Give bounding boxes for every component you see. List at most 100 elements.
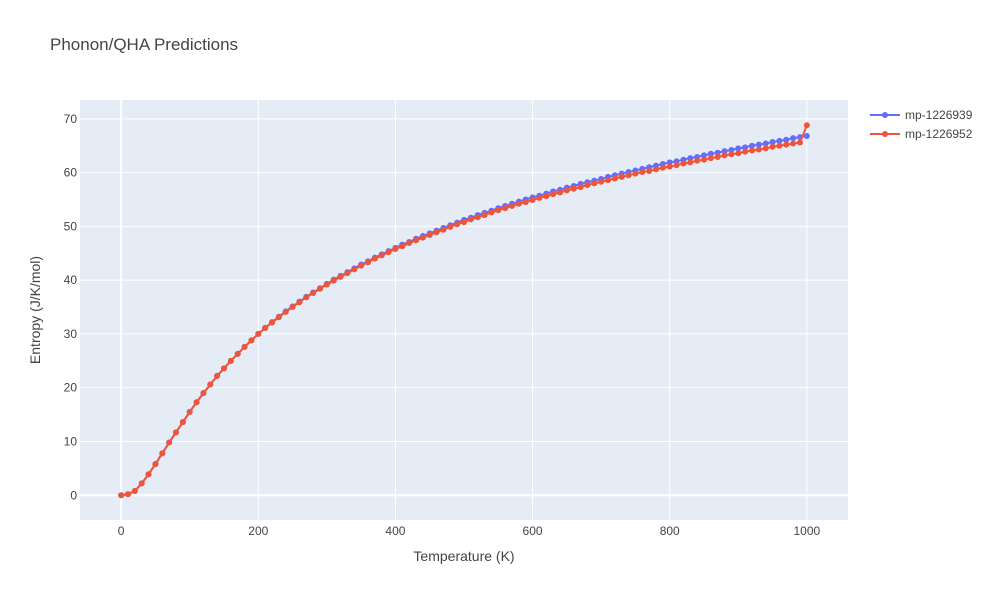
data-point xyxy=(701,156,707,163)
data-point xyxy=(529,197,536,204)
data-point xyxy=(385,249,392,256)
x-tick-label: 0 xyxy=(118,524,125,538)
data-point xyxy=(762,140,769,147)
data-point xyxy=(742,144,749,151)
chart-title: Phonon/QHA Predictions xyxy=(50,35,238,54)
data-point xyxy=(625,172,632,179)
data-point xyxy=(289,304,296,311)
data-point xyxy=(673,162,680,169)
series-layer xyxy=(118,122,810,499)
data-point xyxy=(371,255,378,262)
data-point xyxy=(330,277,337,284)
data-point xyxy=(769,143,776,150)
data-point xyxy=(618,173,625,180)
data-point xyxy=(515,200,522,207)
data-point xyxy=(282,308,289,315)
data-point xyxy=(591,180,598,187)
data-point xyxy=(317,285,323,292)
data-point xyxy=(735,145,742,152)
data-point xyxy=(269,319,275,326)
data-point xyxy=(536,194,543,201)
data-point xyxy=(426,231,433,238)
data-point xyxy=(440,226,447,233)
data-point xyxy=(632,170,639,177)
data-point xyxy=(783,136,790,143)
data-point xyxy=(646,167,653,174)
data-point xyxy=(728,151,735,158)
data-point xyxy=(776,137,783,144)
data-point xyxy=(461,219,467,226)
data-point xyxy=(419,234,426,241)
data-point xyxy=(598,178,605,185)
data-point xyxy=(563,187,570,194)
data-point xyxy=(152,461,159,468)
data-point xyxy=(584,181,591,188)
data-point xyxy=(227,357,234,364)
legend[interactable]: mp-1226939 mp-1226952 xyxy=(870,108,973,141)
data-point xyxy=(467,216,474,223)
y-tick-label: 70 xyxy=(64,112,78,126)
data-point xyxy=(783,141,790,148)
legend-label: mp-1226952 xyxy=(905,127,973,141)
data-point xyxy=(447,223,454,230)
data-point xyxy=(522,199,529,206)
data-point xyxy=(310,290,317,297)
data-point xyxy=(721,148,728,155)
data-point xyxy=(344,270,351,277)
data-point xyxy=(714,154,721,160)
data-point xyxy=(666,159,673,166)
y-axis-title: Entropy (J/K/mol) xyxy=(27,256,43,364)
data-point xyxy=(214,372,221,379)
data-point xyxy=(221,365,227,372)
data-point xyxy=(742,148,749,155)
data-point xyxy=(166,439,173,446)
data-point xyxy=(714,149,721,156)
data-point xyxy=(399,243,406,250)
data-point xyxy=(488,209,495,216)
data-point xyxy=(762,145,769,152)
data-point xyxy=(179,419,186,426)
data-point xyxy=(358,262,365,269)
y-tick-label: 10 xyxy=(64,434,78,448)
x-axis-title: Temperature (K) xyxy=(413,548,514,564)
data-point xyxy=(755,141,762,148)
data-point xyxy=(707,155,714,162)
data-point xyxy=(605,177,611,184)
data-point xyxy=(570,185,577,192)
legend-label: mp-1226939 xyxy=(905,108,973,122)
y-tick-label: 0 xyxy=(70,488,77,502)
data-point xyxy=(337,273,344,280)
legend-item[interactable]: mp-1226952 xyxy=(870,127,973,141)
data-point xyxy=(543,193,550,200)
data-point xyxy=(735,150,742,157)
data-point xyxy=(687,155,694,162)
data-point xyxy=(351,266,358,273)
data-point xyxy=(200,390,207,397)
legend-item[interactable]: mp-1226939 xyxy=(870,108,973,122)
data-point xyxy=(241,343,248,350)
data-point xyxy=(378,252,385,259)
data-point xyxy=(323,281,330,288)
data-point xyxy=(365,259,371,266)
plot-area xyxy=(80,100,848,520)
data-point xyxy=(248,337,255,344)
data-point xyxy=(659,164,666,171)
data-point xyxy=(173,429,179,436)
data-point xyxy=(495,207,502,214)
data-point xyxy=(275,314,282,321)
data-point xyxy=(701,152,707,159)
x-tick-label: 600 xyxy=(523,524,543,538)
data-point xyxy=(790,140,797,147)
data-point xyxy=(118,492,125,499)
data-point xyxy=(721,152,728,159)
y-tick-label: 20 xyxy=(64,381,78,395)
tick-labels: 0 200 400 600 800 1000 0 10 20 30 40 50 60 70 xyxy=(64,112,821,538)
y-tick-label: 50 xyxy=(64,219,78,233)
data-point xyxy=(776,142,783,149)
data-point xyxy=(557,189,563,196)
x-tick-label: 200 xyxy=(248,524,268,538)
data-point xyxy=(803,122,810,129)
data-point xyxy=(234,350,241,357)
series-mp-1226952 xyxy=(118,122,810,499)
